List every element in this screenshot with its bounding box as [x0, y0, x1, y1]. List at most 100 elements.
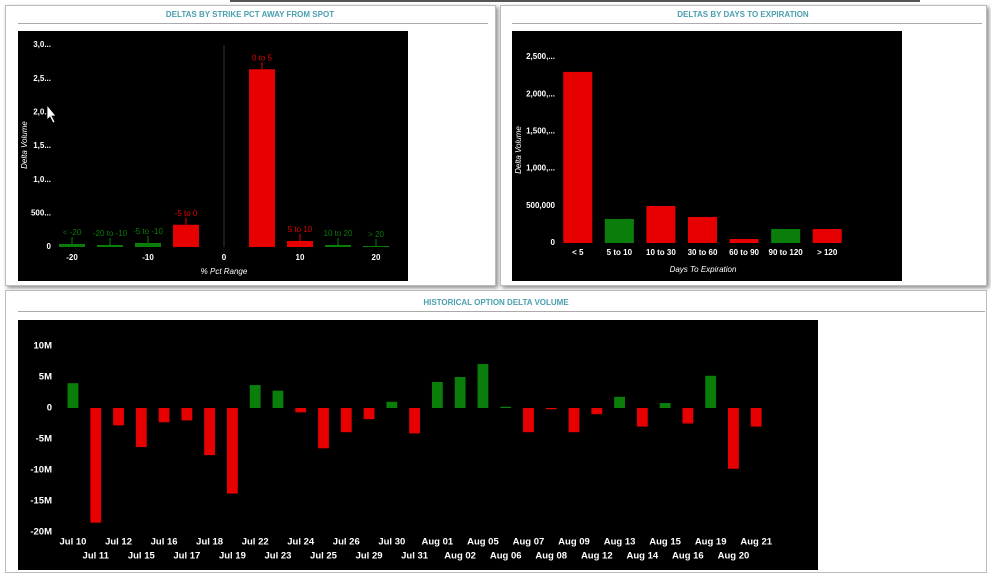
x-tick-label: 10	[296, 253, 305, 262]
x-tick-label: Jul 17	[173, 551, 200, 562]
x-tick-label: Aug 14	[626, 551, 658, 562]
bar	[272, 390, 284, 408]
bar	[363, 408, 375, 420]
plot-background	[18, 31, 408, 281]
bar	[340, 408, 352, 433]
bar-category-label: 10 to 20	[324, 229, 353, 238]
bar	[90, 408, 102, 523]
y-tick-label: 2,500,...	[526, 52, 555, 61]
bar	[545, 408, 557, 410]
x-tick-label: Aug 09	[558, 537, 590, 548]
cursor	[46, 103, 57, 124]
bar	[568, 408, 580, 433]
x-tick-label: 20	[372, 253, 381, 262]
x-tick-label: Aug 21	[740, 537, 772, 548]
x-tick-label: Jul 15	[128, 551, 156, 562]
x-tick-label: Jul 23	[264, 551, 291, 562]
y-tick-label: -15M	[30, 496, 52, 507]
bar	[363, 245, 389, 247]
bar	[287, 240, 313, 247]
bar	[750, 408, 762, 427]
bar	[67, 383, 79, 408]
bar	[113, 408, 124, 426]
bar	[454, 377, 466, 408]
y-tick-label: 1,500,...	[526, 127, 555, 136]
x-tick-label: Aug 05	[467, 537, 499, 548]
bar	[659, 403, 671, 408]
bar	[687, 216, 718, 243]
x-tick-label: 60 to 90	[729, 248, 759, 257]
y-tick-label: 1,5...	[33, 141, 51, 150]
bar-category-label: < -20	[63, 228, 82, 237]
x-tick-label: 5 to 10	[607, 248, 633, 257]
x-tick-label: > 120	[817, 248, 838, 257]
bar-category-label: -20 to -10	[93, 229, 128, 238]
bar	[614, 396, 625, 408]
x-tick-label: Jul 30	[378, 537, 405, 548]
top-bar	[230, 0, 920, 2]
plot-background	[18, 320, 818, 570]
y-tick-label: -5M	[36, 434, 52, 445]
bar	[771, 229, 801, 243]
x-tick-label: 30 to 60	[688, 248, 718, 257]
y-tick-label: 5M	[39, 372, 52, 383]
y-tick-label: 2,000,...	[526, 89, 555, 98]
bar-category-label: 5 to 10	[288, 225, 313, 234]
bar	[181, 408, 193, 421]
x-tick-label: Jul 11	[83, 551, 110, 562]
x-axis-title: Days To Expiration	[670, 265, 737, 274]
bar-category-label: 0 to 5	[252, 53, 273, 62]
bar-category-label: > 20	[368, 230, 384, 239]
x-tick-label: Jul 10	[60, 537, 87, 548]
y-axis-title: Delta Volume	[20, 121, 29, 169]
bar	[636, 408, 648, 427]
bar	[728, 408, 739, 469]
x-tick-label: Aug 20	[718, 551, 750, 562]
x-tick-label: Aug 08	[535, 551, 567, 562]
bar	[500, 406, 512, 408]
bar	[386, 401, 398, 408]
x-tick-label: Jul 29	[356, 551, 383, 562]
bar	[204, 408, 216, 456]
x-tick-label: Aug 02	[444, 551, 476, 562]
bar	[249, 69, 275, 248]
y-tick-label: 500,000	[526, 201, 555, 210]
bar-category-label: -5 to 0	[175, 209, 198, 218]
bar	[135, 242, 161, 247]
y-tick-label: 10M	[34, 341, 53, 352]
y-tick-label: 0	[47, 403, 52, 414]
bar	[97, 244, 123, 247]
x-tick-label: -10	[142, 253, 154, 262]
charts: 0 500... 1,0... 1,5... 2,0... 2,5... 3,0... -20…	[18, 31, 902, 570]
y-tick-label: 0	[47, 242, 52, 251]
bar-category-label: -5 to -10	[133, 227, 163, 236]
bar	[295, 408, 307, 413]
y-tick-label: -20M	[30, 527, 52, 538]
bar	[325, 244, 351, 247]
bar	[226, 408, 238, 494]
x-tick-label: Aug 12	[581, 551, 613, 562]
x-tick-label: Aug 06	[490, 551, 522, 562]
bar	[431, 381, 443, 408]
x-tick-label: Aug 07	[513, 537, 545, 548]
x-tick-label: Jul 25	[310, 551, 338, 562]
y-tick-label: 2,0...	[33, 107, 51, 116]
bar	[249, 385, 261, 408]
bar	[682, 408, 694, 424]
x-tick-label: Aug 01	[422, 537, 454, 548]
bar	[59, 243, 85, 247]
bar	[409, 408, 421, 434]
bar	[135, 408, 147, 448]
bar	[646, 206, 676, 243]
bar	[729, 238, 759, 243]
bar	[591, 408, 603, 415]
y-tick-label: 3,0...	[33, 40, 51, 49]
x-tick-label: 0	[222, 253, 227, 262]
bar	[173, 224, 199, 247]
y-tick-label: 2,5...	[33, 74, 51, 83]
x-tick-label: Jul 26	[333, 537, 360, 548]
x-axis-title: % Pct Range	[201, 267, 248, 276]
x-tick-label: Aug 19	[695, 537, 727, 548]
x-tick-label: Aug 15	[649, 537, 681, 548]
